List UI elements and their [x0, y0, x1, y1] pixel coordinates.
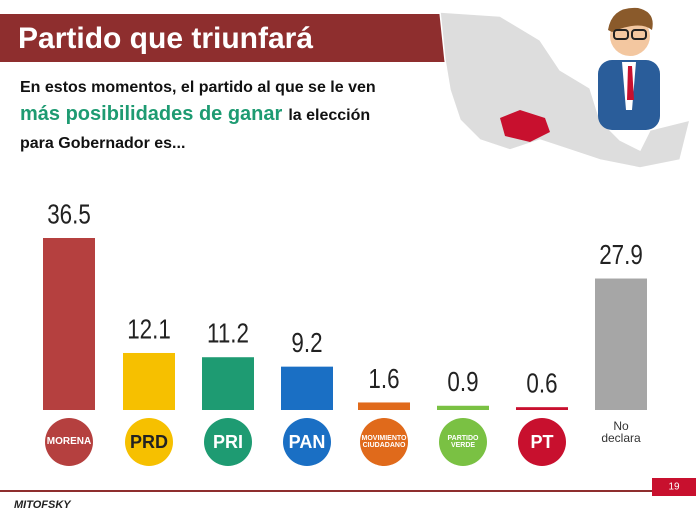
party-logo: [439, 418, 487, 466]
x-tick-label: PT: [530, 432, 554, 452]
value-label: 0.9: [447, 367, 478, 398]
bar: [437, 405, 489, 410]
value-label: 1.6: [368, 364, 399, 395]
subtitle-segment: para Gobernador es...: [20, 135, 185, 152]
x-tick-label: PRI: [212, 432, 243, 452]
party-logo: [45, 418, 93, 466]
chart-title: Partido que triunfará: [18, 22, 313, 55]
value-label: 36.5: [47, 199, 91, 230]
subtitle-segment: la elección: [288, 107, 370, 124]
page-number: 19: [668, 482, 680, 493]
bar: [516, 407, 568, 410]
x-tick-label: PAN: [288, 432, 326, 452]
value-label: 9.2: [291, 328, 322, 359]
x-tick-label: No declara: [601, 419, 641, 445]
value-label: 11.2: [207, 318, 249, 349]
x-tick-label: PRD: [129, 432, 168, 452]
x-tick-label: MORENA: [46, 436, 92, 447]
bar: [281, 366, 333, 410]
x-tick-label: PARTIDO VERDE: [447, 435, 479, 449]
bar: [595, 278, 647, 410]
title-band: [0, 14, 470, 62]
bar: [123, 352, 175, 410]
subtitle-segment: más posibilidades de ganar: [20, 103, 283, 125]
page-number-box: [652, 478, 696, 496]
value-label: 27.9: [599, 240, 643, 271]
subtitle-segment: En estos momentos, el partido al que se …: [20, 79, 376, 96]
value-label: 0.6: [526, 368, 557, 399]
party-logo: [125, 418, 173, 466]
party-logo: [204, 418, 252, 466]
bar: [358, 402, 410, 410]
character: [598, 7, 660, 130]
value-label: 12.1: [127, 314, 171, 345]
map: [439, 11, 692, 169]
party-logo: [518, 418, 566, 466]
bar: [202, 357, 254, 410]
logo: MITOFSKY: [14, 499, 72, 511]
x-tick-label: MOVIMIENTO CIUDADANO: [361, 435, 407, 449]
party-logo: [283, 418, 331, 466]
bar: [43, 238, 95, 410]
subtitle: En estos momentos, el partido al que se …: [20, 79, 376, 152]
party-logo: [360, 418, 408, 466]
